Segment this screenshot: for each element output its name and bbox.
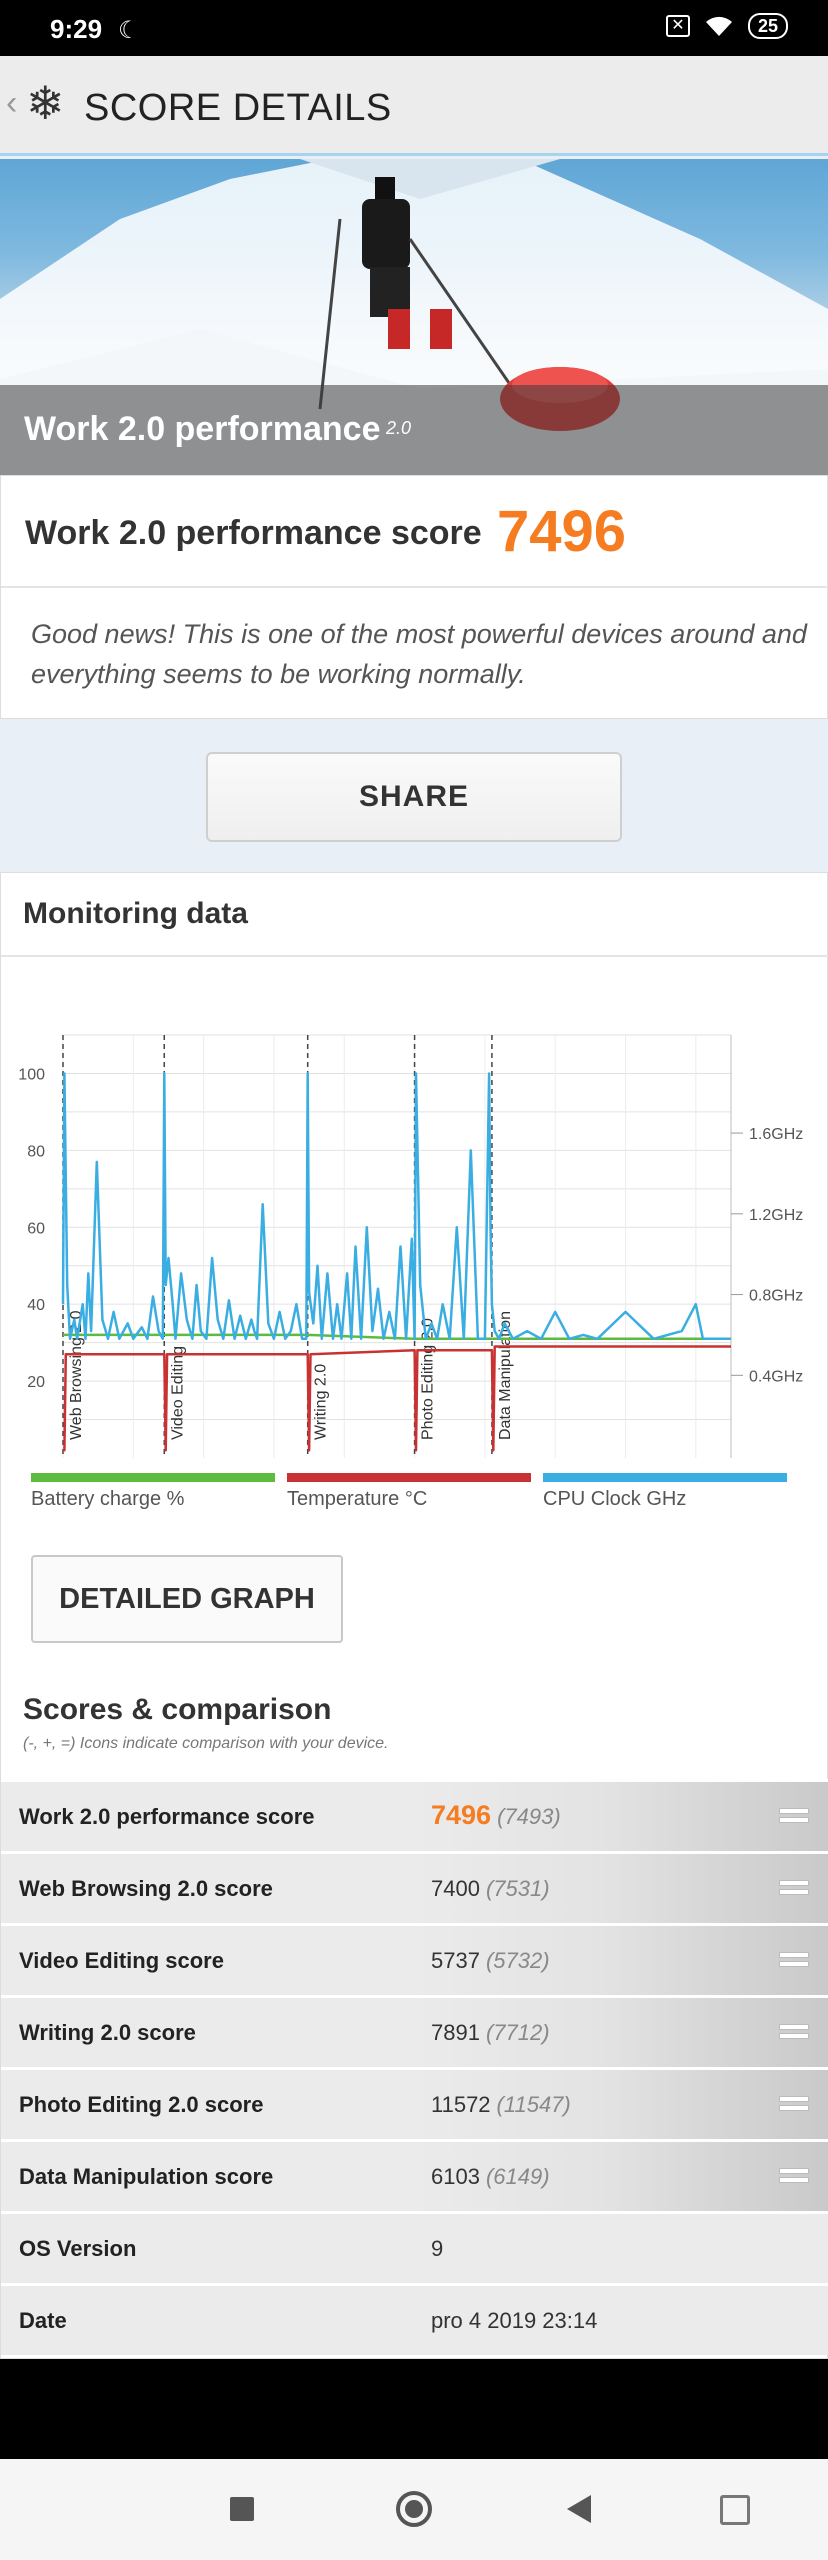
row-compare: (5732): [485, 1948, 550, 1973]
row-name: Photo Editing 2.0 score: [19, 2092, 264, 2117]
row-value: 7496 (7493): [431, 1800, 561, 1830]
app-bar: ‹ ❄ SCORE DETAILS: [0, 56, 828, 156]
score-message: Good news! This is one of the most power…: [31, 619, 807, 689]
home-icon[interactable]: [396, 2491, 432, 2527]
score-value: 7496: [497, 499, 627, 564]
row-name: Date: [19, 2308, 67, 2333]
series-line-temperature-c: [63, 1345, 731, 1452]
legend-cpu: CPU Clock GHz: [543, 1473, 787, 1511]
y2-tick-label: 1.2GHz: [749, 1207, 803, 1224]
snowflake-logo-icon: ❄: [26, 77, 65, 129]
row-value: 5737 (5732): [431, 1948, 550, 1973]
monitoring-heading: Monitoring data: [23, 897, 248, 930]
equal-icon: [779, 1808, 809, 1828]
battery-indicator: 25: [747, 13, 788, 39]
row-compare: (7493): [497, 1804, 561, 1829]
row-name: Data Manipulation score: [19, 2164, 274, 2189]
table-row[interactable]: Data Manipulation score 6103 (6149): [1, 2139, 828, 2211]
row-value: 6103 (6149): [431, 2164, 550, 2189]
chevron-left-icon[interactable]: ‹: [6, 84, 18, 122]
series-line-cpu-clock-ghz: [61, 1072, 731, 1341]
rotate-icon[interactable]: [720, 2495, 750, 2525]
equal-icon: [779, 2168, 809, 2188]
table-row[interactable]: Work 2.0 performance score 7496 (7493): [1, 1779, 828, 1851]
y-tick-label: 60: [27, 1220, 45, 1237]
detailed-graph-button[interactable]: DETAILED GRAPH: [31, 1555, 343, 1643]
row-value: 9: [431, 2236, 444, 2261]
row-compare: (11547): [496, 2092, 571, 2117]
system-nav-bar: [0, 2459, 828, 2560]
share-button[interactable]: SHARE: [206, 752, 622, 842]
hero-version: 2.0: [386, 418, 412, 438]
legend-swatch-temperature: [287, 1473, 531, 1482]
hero-image: Work 2.0 performance 2.0: [0, 159, 828, 475]
row-compare: (6149): [485, 2164, 550, 2189]
recents-icon[interactable]: [230, 2497, 254, 2521]
row-name: Web Browsing 2.0 score: [19, 1876, 273, 1901]
y2-tick-label: 0.8GHz: [749, 1288, 803, 1305]
table-row[interactable]: Writing 2.0 score 7891 (7712): [1, 1995, 828, 2067]
row-compare: (7712): [485, 2020, 550, 2045]
black-spacer: [0, 2359, 828, 2459]
do-not-disturb-icon: ☾: [118, 17, 140, 44]
legend-swatch-battery: [31, 1473, 275, 1482]
section-label: Video Editing: [169, 1346, 186, 1440]
legend-label-battery: Battery charge %: [31, 1488, 185, 1510]
section-label: Web Browsing 2.0: [68, 1310, 85, 1440]
legend-battery: Battery charge %: [31, 1473, 275, 1511]
status-time: 9:29: [50, 14, 103, 44]
scores-table: Work 2.0 performance score 7496 (7493) We…: [1, 1779, 828, 2355]
table-row[interactable]: Web Browsing 2.0 score 7400 (7531): [1, 1851, 828, 1923]
page-title: SCORE DETAILS: [84, 87, 392, 129]
y2-tick-label: 0.4GHz: [749, 1368, 803, 1385]
table-row: Date pro 4 2019 23:14: [1, 2283, 828, 2355]
legend-swatch-cpu: [543, 1473, 787, 1482]
legend-label-cpu: CPU Clock GHz: [543, 1488, 687, 1510]
wifi-icon: [705, 16, 732, 36]
equal-icon: [779, 1952, 809, 1972]
table-row: OS Version 9: [1, 2211, 828, 2283]
legend-temperature: Temperature °C: [287, 1473, 531, 1511]
section-label: Data Manipulation: [497, 1311, 514, 1440]
row-value: pro 4 2019 23:14: [431, 2308, 598, 2333]
y-tick-label: 80: [27, 1143, 45, 1160]
equal-icon: [779, 2096, 809, 2116]
row-compare: (7531): [485, 1876, 550, 1901]
monitoring-chart: 204060801000.4GHz0.8GHz1.2GHz1.6GHz00:00…: [18, 1034, 803, 1458]
row-value: 11572 (11547): [431, 2092, 571, 2117]
hero-title: Work 2.0 performance: [24, 410, 381, 448]
row-name: Work 2.0 performance score: [19, 1804, 315, 1829]
y-tick-label: 20: [27, 1374, 45, 1391]
y-tick-label: 40: [27, 1297, 45, 1314]
y-tick-label: 100: [18, 1066, 45, 1083]
section-label: Photo Editing 2.0: [420, 1318, 437, 1440]
equal-icon: [779, 1880, 809, 1900]
row-name: Video Editing score: [19, 1948, 224, 1973]
section-label: Writing 2.0: [313, 1364, 330, 1440]
back-icon[interactable]: [567, 2495, 591, 2523]
table-row[interactable]: Photo Editing 2.0 score 11572 (11547): [1, 2067, 828, 2139]
row-name: OS Version: [19, 2236, 137, 2261]
y2-tick-label: 1.6GHz: [749, 1126, 803, 1143]
score-card: Work 2.0 performance score 7496 Good new…: [0, 475, 828, 719]
no-sim-icon: ✕: [665, 15, 690, 37]
scores-heading: Scores & comparison: [23, 1693, 332, 1726]
scores-note: (-, +, =) Icons indicate comparison with…: [23, 1735, 389, 1752]
status-bar: 9:29 ☾ ✕ 25: [0, 0, 828, 56]
row-name: Writing 2.0 score: [19, 2020, 196, 2045]
row-value: 7400 (7531): [431, 1876, 550, 1901]
row-value: 7891 (7712): [431, 2020, 550, 2045]
equal-icon: [779, 2024, 809, 2044]
legend-label-temperature: Temperature °C: [287, 1488, 428, 1510]
table-row[interactable]: Video Editing score 5737 (5732): [1, 1923, 828, 1995]
monitoring-card: Monitoring data 20 40 60 80 100 0.4GHz 0.8GHz 1…: [0, 872, 828, 2359]
score-label: Work 2.0 performance score: [25, 514, 482, 552]
